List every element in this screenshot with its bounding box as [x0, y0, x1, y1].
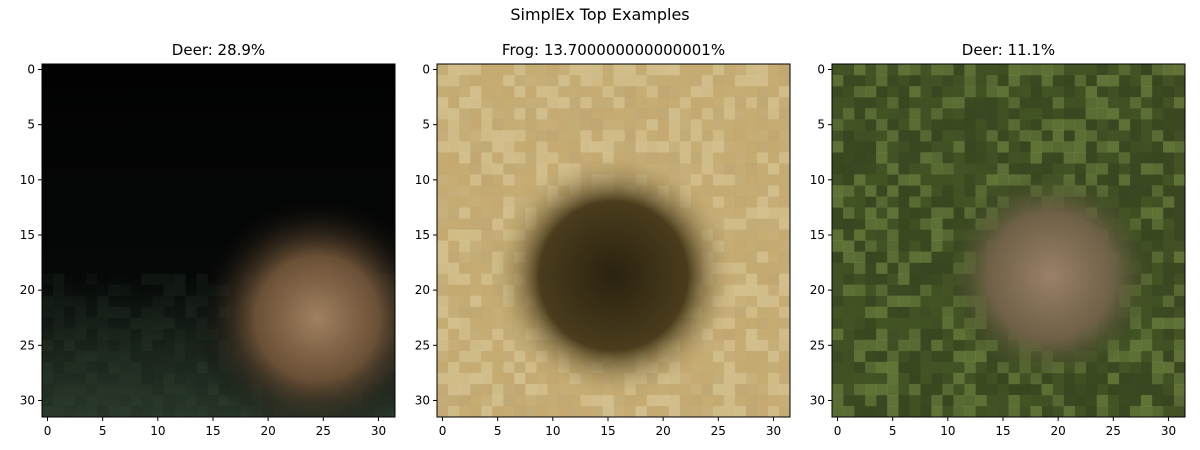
- y-tick-label: 25: [415, 338, 430, 352]
- figure-title: SimplEx Top Examples: [510, 5, 690, 24]
- y-tick-label: 30: [20, 393, 35, 407]
- subplot-title: Frog: 13.700000000000001%: [502, 41, 725, 59]
- x-tick-label: 25: [316, 424, 331, 438]
- y-tick-label: 15: [20, 228, 35, 242]
- x-tick-label: 15: [600, 424, 615, 438]
- y-tick-label: 15: [810, 228, 825, 242]
- y-tick-label: 10: [20, 173, 35, 187]
- subplot-2: Frog: 13.700000000000001% 0 5 10 15 20 25 30 0 5 1…: [415, 41, 791, 438]
- y-tick-label: 5: [27, 118, 35, 132]
- image-pixels: [832, 64, 1186, 418]
- y-tick-label: 20: [415, 283, 430, 297]
- x-tick-label: 25: [1106, 424, 1121, 438]
- x-tick-label: 5: [99, 424, 107, 438]
- y-tick-label: 15: [415, 228, 430, 242]
- y-tick-label: 5: [422, 118, 430, 132]
- x-tick-label: 15: [995, 424, 1010, 438]
- y-tick-label: 30: [415, 393, 430, 407]
- x-tick-label: 0: [834, 424, 842, 438]
- subplot-title: Deer: 11.1%: [962, 41, 1055, 59]
- x-tick-label: 5: [494, 424, 502, 438]
- y-tick-label: 0: [817, 63, 825, 77]
- y-tick-label: 25: [810, 338, 825, 352]
- axes-frame: [831, 63, 1186, 418]
- subplot-3: Deer: 11.1% 0 5 10 15 20 25 30 0 5 10 15 20 25 30: [810, 41, 1186, 438]
- x-tick-label: 30: [766, 424, 781, 438]
- x-tick-label: 15: [205, 424, 220, 438]
- x-tick-label: 20: [1051, 424, 1066, 438]
- x-tick-label: 10: [545, 424, 560, 438]
- y-tick-label: 10: [415, 173, 430, 187]
- image-pixels: [42, 64, 396, 418]
- y-tick-label: 25: [20, 338, 35, 352]
- x-tick-label: 20: [261, 424, 276, 438]
- y-tick-label: 5: [817, 118, 825, 132]
- y-tick-label: 20: [20, 283, 35, 297]
- y-tick-label: 10: [810, 173, 825, 187]
- x-tick-label: 25: [711, 424, 726, 438]
- y-tick-label: 0: [422, 63, 430, 77]
- axes-frame: [41, 63, 396, 418]
- x-tick-label: 30: [371, 424, 386, 438]
- x-tick-label: 30: [1161, 424, 1176, 438]
- x-tick-label: 5: [889, 424, 897, 438]
- image-pixels: [437, 64, 791, 418]
- y-tick-label: 0: [27, 63, 35, 77]
- x-tick-label: 0: [44, 424, 52, 438]
- subplot-1: Deer: 28.9% 0 5 10 15 20 25 30 0 5 10 15 20 25 30: [20, 41, 396, 438]
- axes-frame: [436, 63, 791, 418]
- y-tick-label: 30: [810, 393, 825, 407]
- y-tick-label: 20: [810, 283, 825, 297]
- subplot-title: Deer: 28.9%: [172, 41, 265, 59]
- x-tick-label: 10: [940, 424, 955, 438]
- x-tick-label: 0: [439, 424, 447, 438]
- x-tick-label: 10: [150, 424, 165, 438]
- x-tick-label: 20: [656, 424, 671, 438]
